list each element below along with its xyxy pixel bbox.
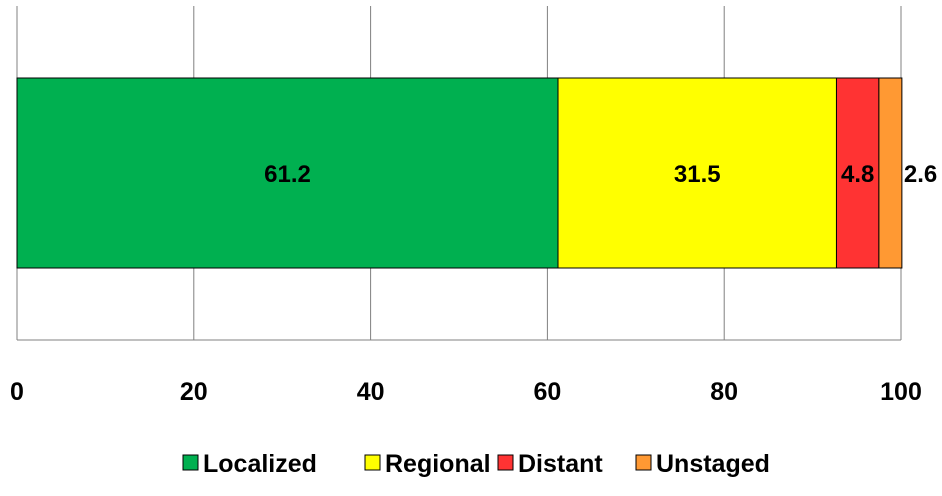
legend-label-unstaged: Unstaged xyxy=(656,450,770,478)
legend-swatch-unstaged xyxy=(635,454,652,471)
stacked-bar xyxy=(16,77,903,269)
legend-swatch-localized xyxy=(182,454,199,471)
bar-segment-unstaged xyxy=(878,77,903,269)
x-tick-label-20: 20 xyxy=(180,378,208,406)
x-tick-label-60: 60 xyxy=(533,378,561,406)
data-labels: 61.2 31.5 4.8 2.6 xyxy=(264,161,937,188)
bar-segment-regional xyxy=(557,77,837,269)
x-tick-label-40: 40 xyxy=(357,378,385,406)
data-label-regional: 31.5 xyxy=(674,161,721,188)
data-label-localized: 61.2 xyxy=(264,161,311,188)
data-label-unstaged: 2.6 xyxy=(904,161,937,188)
legend: Localized Regional Distant Unstaged xyxy=(182,450,770,478)
legend-label-localized: Localized xyxy=(203,450,317,478)
bar-segment-distant xyxy=(835,77,880,269)
data-label-distant: 4.8 xyxy=(841,161,874,188)
legend-swatch-regional xyxy=(364,454,381,471)
bar-segment-localized xyxy=(16,77,559,269)
legend-label-regional: Regional xyxy=(385,450,491,478)
legend-swatch-distant xyxy=(497,454,514,471)
legend-label-distant: Distant xyxy=(518,450,603,478)
x-tick-label-0: 0 xyxy=(10,378,24,406)
x-tick-label-80: 80 xyxy=(710,378,738,406)
x-axis-ticks: 0 20 40 60 80 100 xyxy=(10,378,922,406)
x-tick-label-100: 100 xyxy=(880,378,922,406)
